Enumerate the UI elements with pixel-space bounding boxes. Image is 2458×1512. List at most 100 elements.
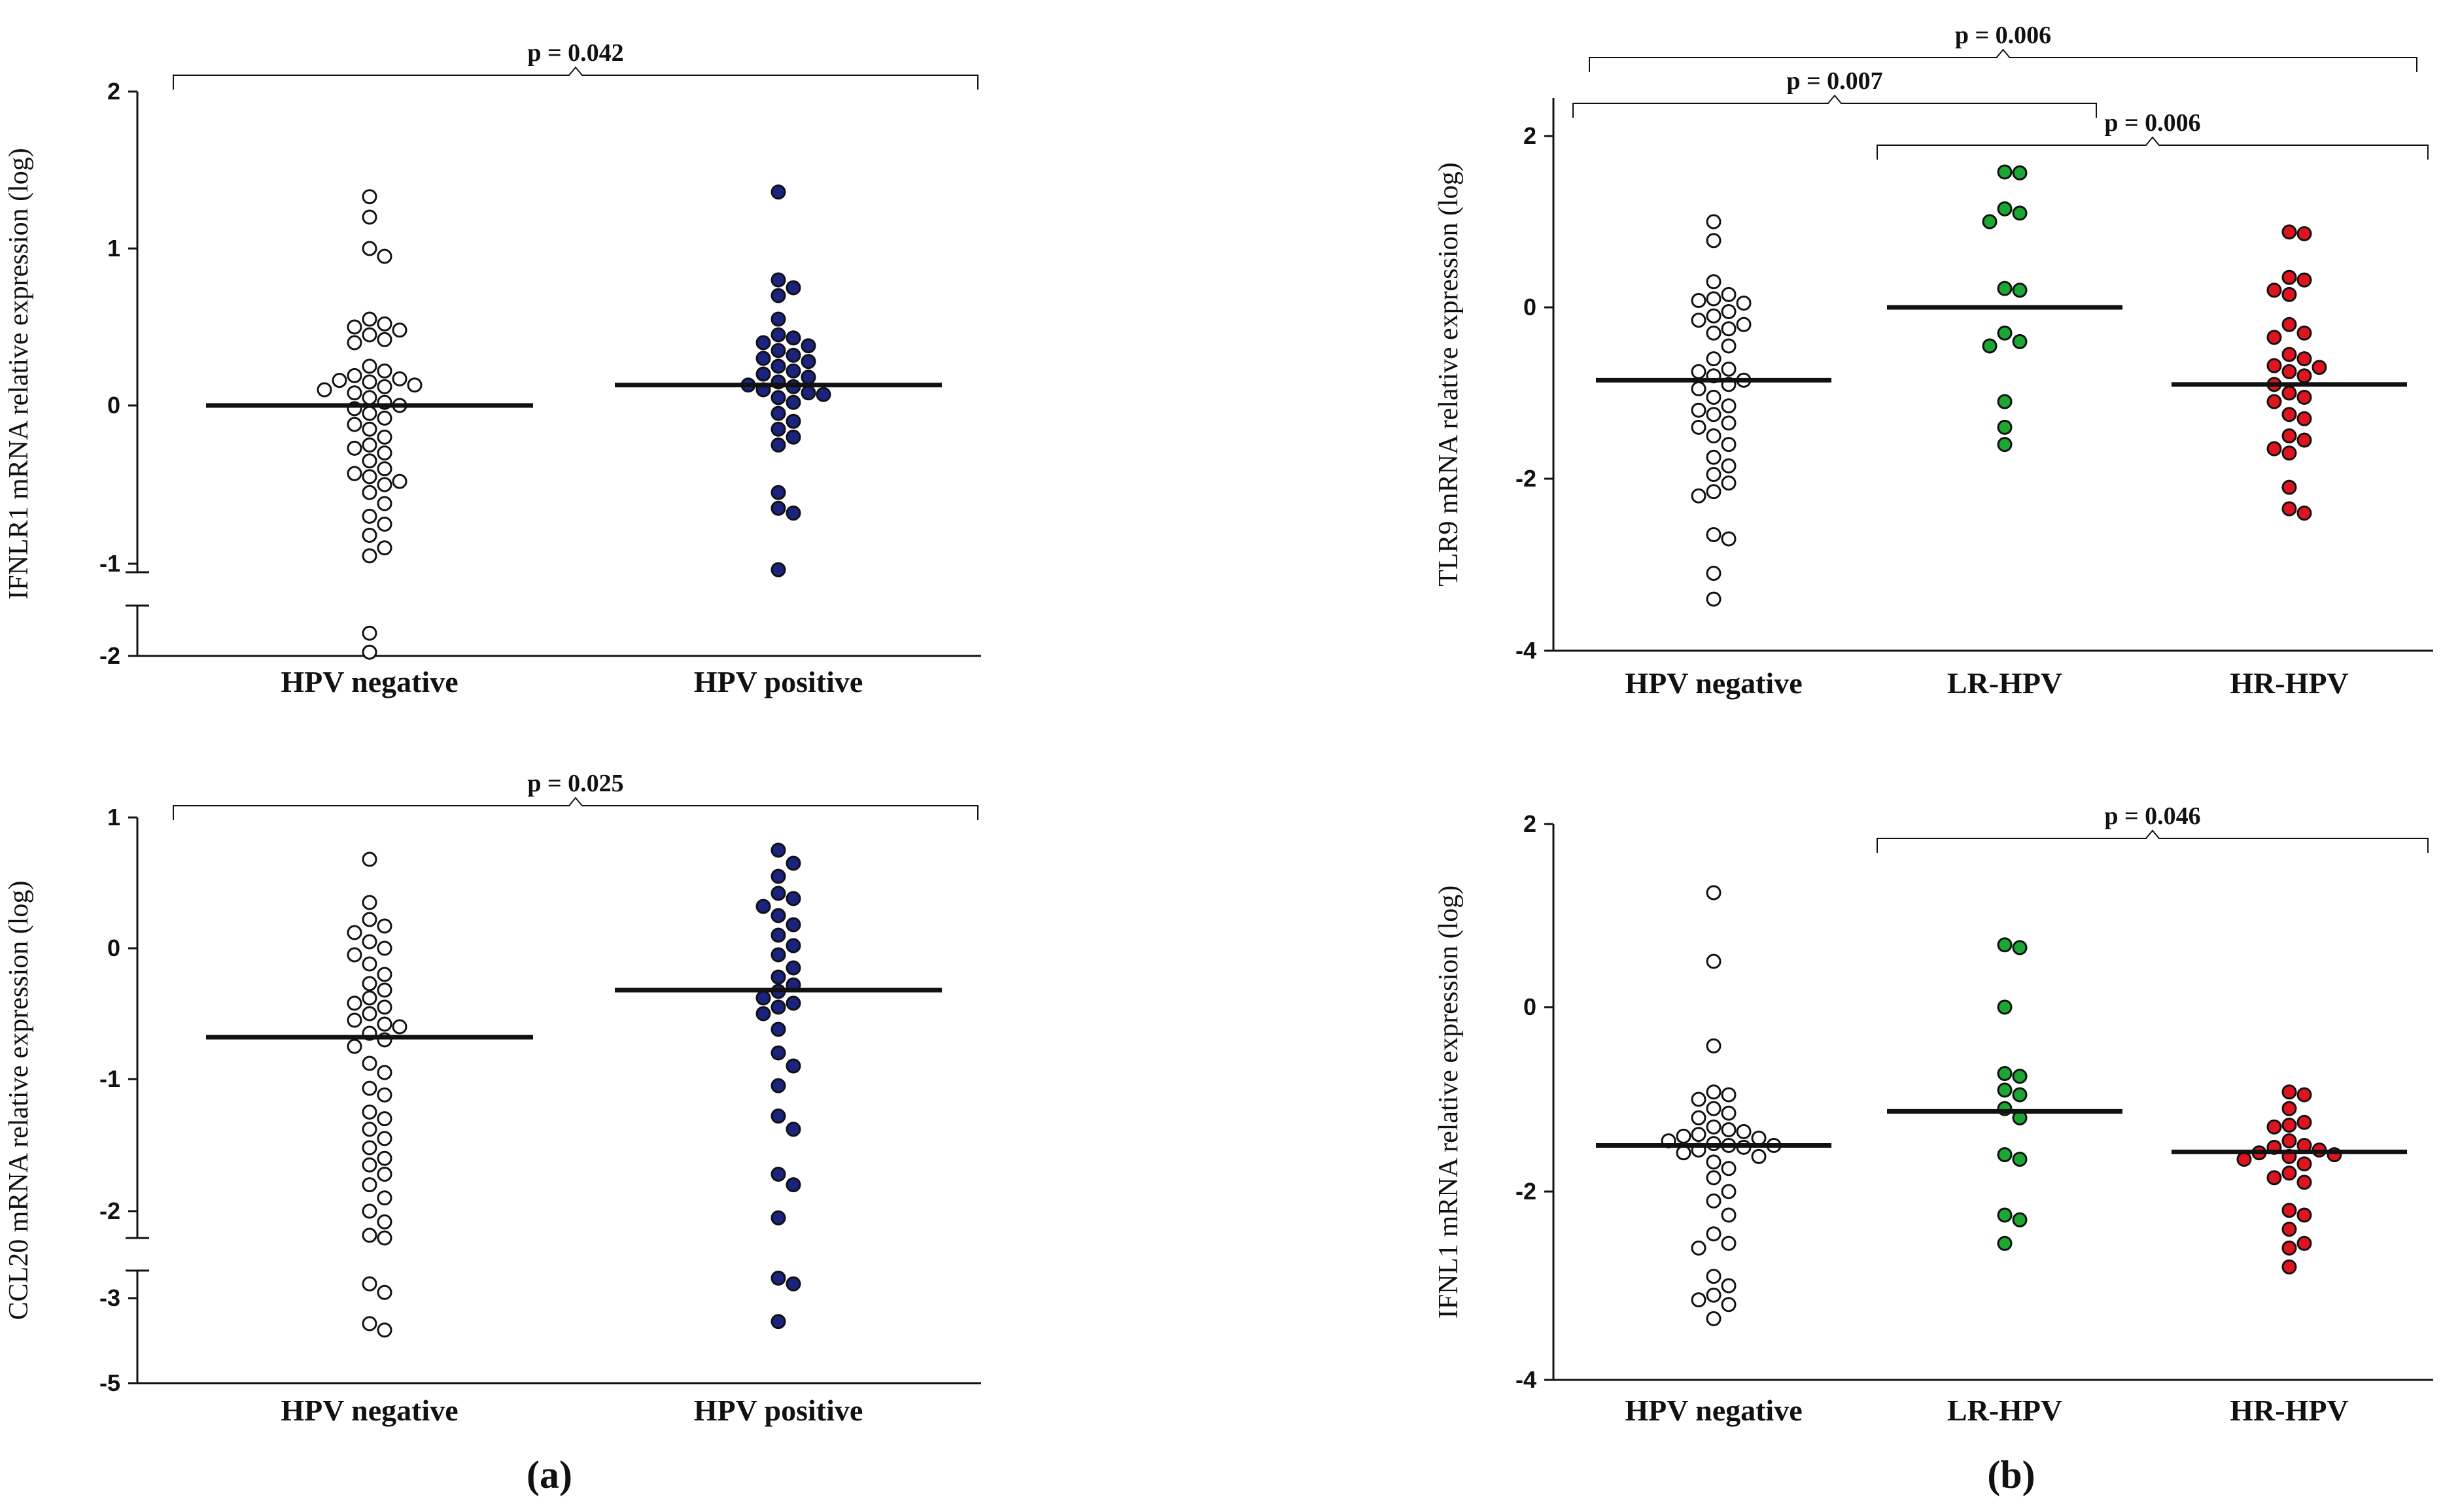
data-point <box>1691 488 1706 504</box>
data-point <box>1706 351 1722 367</box>
data-point <box>1997 1235 2013 1251</box>
y-tick-label: 2 <box>107 78 120 105</box>
data-point <box>377 477 392 492</box>
y-axis-label: IFNLR1 mRNA relative expression (log) <box>4 148 34 600</box>
data-point <box>2012 940 2028 955</box>
data-point <box>347 466 362 481</box>
data-point <box>1721 398 1737 414</box>
data-point <box>1721 304 1737 320</box>
category-label: LR-HPV <box>1947 1394 2062 1427</box>
data-point <box>347 385 362 401</box>
data-point <box>770 1045 786 1061</box>
data-point <box>770 421 786 437</box>
data-point <box>1706 214 1722 230</box>
data-point <box>1751 1130 1767 1146</box>
data-point <box>377 1190 392 1206</box>
data-point <box>786 1122 801 1137</box>
category-label: HPV negative <box>281 1394 458 1427</box>
data-point <box>1721 475 1737 491</box>
data-point <box>1982 338 1998 354</box>
y-tick-label: -2 <box>99 642 120 669</box>
data-point <box>362 912 377 927</box>
data-point <box>362 548 377 564</box>
data-point <box>377 940 392 956</box>
data-point <box>377 1016 392 1032</box>
data-point <box>1997 437 2013 453</box>
significance-bracket <box>173 66 978 90</box>
data-point <box>770 868 786 884</box>
data-point <box>1691 1127 1706 1143</box>
data-point <box>770 1166 786 1182</box>
y-tick-label: 2 <box>1523 122 1536 149</box>
data-point <box>362 1006 377 1022</box>
data-point <box>2266 1170 2282 1186</box>
data-point <box>377 1087 392 1103</box>
chart-a_top: -2 -1 0 1 2 IFNLR1 mRNA relative expression (… <box>4 39 981 698</box>
category-label: HR-HPV <box>2230 666 2348 700</box>
data-point <box>1706 1084 1722 1100</box>
data-point <box>1997 937 2013 953</box>
data-point <box>407 377 423 393</box>
data-point <box>770 947 786 963</box>
data-point <box>2266 330 2282 345</box>
data-point <box>1736 295 1752 311</box>
data-point <box>770 343 786 358</box>
data-point <box>347 368 362 383</box>
data-point <box>362 990 377 1006</box>
data-point <box>1721 321 1737 337</box>
data-point <box>362 241 377 256</box>
data-point <box>1706 1226 1722 1242</box>
data-point <box>770 842 786 858</box>
data-point <box>1691 381 1706 396</box>
data-point <box>377 918 392 934</box>
data-point <box>2012 283 2028 298</box>
data-point <box>347 417 362 432</box>
data-point <box>1706 449 1722 465</box>
significance-bracket <box>1572 94 2097 118</box>
data-point <box>1997 164 2013 180</box>
data-point <box>1997 1147 2013 1163</box>
data-point <box>770 927 786 943</box>
data-point <box>2012 1212 2028 1228</box>
data-point <box>1721 458 1737 473</box>
data-point <box>1997 201 2013 216</box>
data-point <box>1997 325 2013 341</box>
data-point <box>2012 205 2028 221</box>
data-point <box>1691 1110 1706 1125</box>
data-point <box>770 908 786 923</box>
data-point <box>1706 1119 1722 1135</box>
data-point <box>377 461 392 477</box>
data-point <box>362 1316 377 1332</box>
data-point <box>362 1122 377 1137</box>
y-tick-label: 2 <box>1523 810 1536 837</box>
data-point <box>1751 1148 1767 1164</box>
data-point <box>347 440 362 456</box>
data-point <box>1706 1269 1722 1284</box>
data-point <box>2281 317 2297 332</box>
data-point <box>377 379 392 394</box>
data-point <box>1691 402 1706 418</box>
data-point <box>786 938 801 954</box>
y-tick-label: 0 <box>107 935 120 961</box>
data-point <box>786 394 801 410</box>
data-point <box>770 288 786 303</box>
data-point <box>770 562 786 577</box>
data-point <box>377 363 392 379</box>
data-point <box>770 327 786 343</box>
panel-label-b: (b) <box>1987 1453 2035 1496</box>
y-tick-label: -2 <box>1515 465 1536 492</box>
data-point <box>786 960 801 976</box>
data-point <box>377 249 392 264</box>
data-point <box>1706 1038 1722 1054</box>
data-point <box>1691 293 1706 309</box>
data-point <box>786 1058 801 1074</box>
data-point <box>362 644 377 660</box>
data-point <box>770 438 786 453</box>
data-point <box>1721 1235 1737 1251</box>
data-point <box>1721 1087 1737 1103</box>
data-point <box>362 895 377 910</box>
data-point <box>1691 419 1706 435</box>
chart-b_top: -4 -2 0 2 TLR9 mRNA relative expression (log… <box>1434 22 2433 700</box>
data-point <box>347 1012 362 1028</box>
